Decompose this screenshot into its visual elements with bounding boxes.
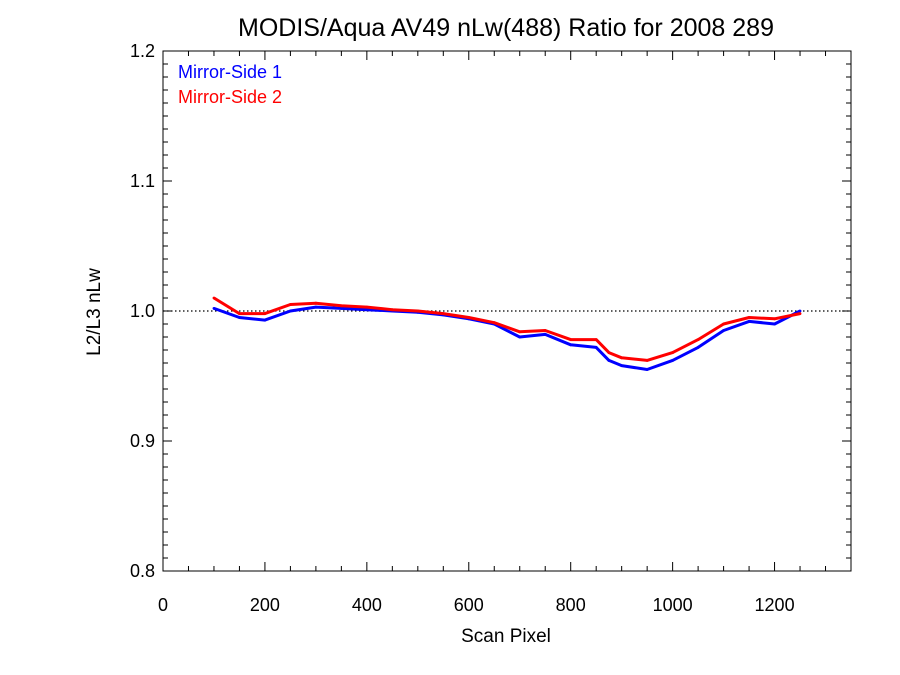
series-layer [212, 296, 802, 371]
data-point [212, 307, 216, 310]
legend: Mirror-Side 1 Mirror-Side 2 [178, 62, 282, 107]
data-point [339, 304, 343, 308]
x-tick-label: 1000 [653, 595, 693, 615]
legend-entry: Mirror-Side 2 [178, 87, 282, 107]
data-point [543, 333, 547, 336]
legend-entry: Mirror-Side 1 [178, 62, 282, 82]
data-point [696, 346, 700, 349]
series-2 [212, 296, 802, 362]
y-tick-label: 0.9 [130, 431, 155, 451]
x-tick-label: 600 [454, 595, 484, 615]
y-tick-label: 1.2 [130, 41, 155, 61]
x-axis-label: Scan Pixel [461, 626, 551, 647]
data-point [569, 343, 573, 347]
data-point [365, 308, 369, 312]
data-point [747, 320, 751, 323]
data-point [798, 309, 802, 313]
data-point [594, 346, 598, 349]
data-point [645, 368, 649, 371]
data-point [238, 316, 241, 319]
data-point [671, 359, 675, 362]
data-point [773, 322, 776, 326]
x-tick-label: 1200 [755, 595, 795, 615]
y-axis-label: L2/L3 nLw [84, 268, 105, 356]
data-point [339, 307, 343, 310]
data-point [747, 316, 751, 319]
data-point [212, 296, 216, 300]
data-point [416, 309, 420, 313]
data-point [492, 321, 496, 325]
x-tick-label: 400 [352, 595, 382, 615]
series-line [213, 305, 801, 371]
data-point [390, 308, 394, 312]
data-point [518, 335, 522, 339]
data-point [671, 351, 675, 354]
data-point [569, 338, 573, 341]
x-tick-label: 0 [158, 595, 168, 615]
data-point [518, 330, 522, 334]
data-point [289, 309, 292, 313]
data-point [543, 329, 547, 332]
x-tick-label: 200 [250, 595, 280, 615]
tick-layer: 0 200 400 600 800 1000 1200 0.8 0.9 1.0 1.1 1.2 [130, 41, 851, 615]
data-point [798, 312, 802, 315]
data-point [620, 364, 624, 367]
data-point [620, 356, 624, 360]
x-tick-label: 800 [556, 595, 586, 615]
y-tick-label: 1.0 [130, 301, 155, 321]
data-point [467, 316, 471, 319]
y-tick-label: 0.8 [130, 561, 155, 581]
data-point [441, 312, 445, 315]
data-point [722, 322, 725, 326]
chart-title: MODIS/Aqua AV49 nLw(488) Ratio for 2008 … [238, 14, 774, 42]
y-tick-label: 1.1 [130, 171, 155, 191]
series-1 [212, 305, 802, 371]
data-point [365, 305, 369, 309]
data-point [645, 359, 649, 362]
data-point [314, 301, 318, 305]
data-point [594, 338, 598, 341]
data-point [263, 318, 267, 322]
data-point [314, 305, 318, 309]
data-point [263, 312, 267, 315]
data-point [289, 303, 292, 306]
data-point [607, 351, 611, 354]
data-point [773, 317, 776, 321]
data-point [607, 359, 611, 362]
data-point [722, 329, 725, 332]
data-point [696, 338, 700, 341]
data-point [238, 312, 241, 315]
